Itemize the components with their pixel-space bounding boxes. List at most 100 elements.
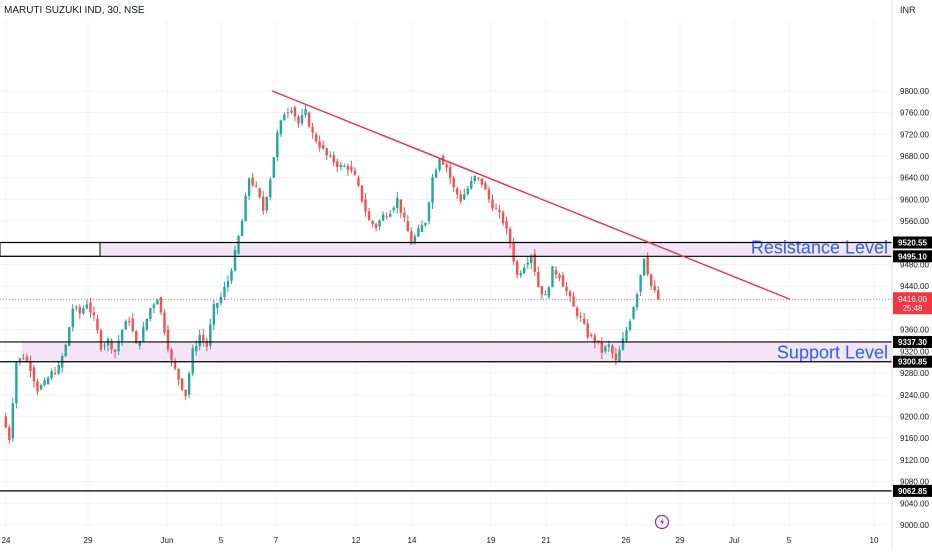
candle-body (219, 296, 223, 303)
candle-body (360, 185, 364, 202)
y-tick-label: 9080.00 (900, 478, 929, 487)
grid-lines (0, 20, 892, 530)
candle-body (290, 110, 293, 113)
candle-body (561, 275, 565, 287)
candle-body (625, 329, 628, 341)
y-tick-label: 9760.00 (900, 109, 929, 118)
candle-body (642, 258, 646, 276)
candle-body (551, 266, 554, 288)
candle-body (300, 115, 304, 124)
candle-body (209, 324, 212, 346)
currency-label: INR (900, 5, 916, 15)
candle-body (286, 112, 290, 114)
candle-body (417, 228, 420, 237)
candle-body (247, 178, 251, 196)
candle-body (494, 208, 498, 210)
x-tick-label: 29 (84, 536, 93, 545)
candle-body (57, 364, 60, 374)
candle-body (18, 358, 22, 363)
price-level-tag-text: 9337.30 (898, 338, 927, 347)
lightning-icon[interactable] (654, 514, 670, 530)
price-level-tag (893, 355, 932, 368)
candle-body (332, 155, 335, 163)
candle-body (43, 380, 46, 386)
candle-body (604, 346, 607, 352)
candle-body (82, 308, 85, 314)
candle-body (621, 338, 625, 350)
candle-body (523, 267, 526, 274)
price-level-tag-text: 9495.10 (898, 252, 927, 261)
candle-body (628, 321, 632, 330)
x-tick-label: Jun (161, 536, 174, 545)
candle-body (477, 177, 480, 179)
candle-body (508, 228, 512, 244)
candle-body (519, 273, 522, 276)
candle-body (456, 188, 459, 195)
candle-body (593, 335, 596, 343)
candle-body (226, 281, 230, 288)
x-tick-label: 26 (622, 536, 631, 545)
y-tick-label: 9200.00 (900, 412, 929, 421)
y-tick-label: 9120.00 (900, 456, 929, 465)
candle-body (180, 378, 184, 390)
candle-body (135, 331, 138, 344)
candle-body (99, 330, 103, 350)
y-tick-label: 9560.00 (900, 217, 929, 226)
candle-body (501, 212, 505, 224)
candle-body (487, 189, 491, 200)
price-level-tag-text: 9300.85 (898, 358, 927, 367)
y-tick-label: 9280.00 (900, 369, 929, 378)
candle-body (163, 312, 166, 333)
candle-body (353, 170, 357, 175)
candle-body (269, 179, 272, 198)
price-level-tag-text: 9062.85 (898, 487, 927, 496)
candle-body (448, 166, 452, 178)
candle-body (653, 286, 656, 291)
candle-body (413, 236, 417, 243)
candle-body (128, 321, 131, 323)
candle-body (537, 271, 540, 287)
y-tick-label: 9040.00 (900, 499, 929, 508)
candle-body (53, 373, 57, 375)
price-axis: 9000.00 9040.00 9080.00 9120.00 9160.00 9200.… (891, 0, 932, 550)
candle-body (149, 308, 152, 319)
candle-body (611, 345, 614, 354)
candle-body (272, 157, 276, 178)
candle-body (427, 202, 431, 222)
candle-body (177, 368, 180, 380)
candle-body (410, 231, 413, 245)
candle-body (646, 256, 649, 275)
candle-body (89, 302, 92, 313)
candle-body (367, 211, 371, 221)
x-tick-label: 7 (274, 536, 279, 545)
candle-body (32, 367, 36, 382)
y-tick-label: 9360.00 (900, 326, 929, 335)
candle-body (445, 164, 448, 168)
candle-body (304, 109, 307, 116)
candle-body (216, 302, 219, 308)
candle-body (138, 340, 141, 346)
candle-body (142, 327, 145, 341)
candle-body (159, 297, 163, 313)
candle-body (113, 349, 117, 352)
y-tick-label: 9480.00 (900, 261, 929, 270)
candle-body (466, 188, 469, 195)
candle-body (396, 198, 399, 208)
descending-trendline (271, 90, 791, 300)
candle-body (639, 275, 642, 292)
x-tick-label: 24 (2, 536, 11, 545)
candle-body (526, 262, 529, 265)
price-level-tag (893, 236, 932, 249)
candle-body (39, 385, 43, 390)
candle-body (237, 236, 240, 254)
candle-body (92, 312, 96, 316)
candle-body (512, 242, 515, 262)
y-tick-label: 9320.00 (900, 347, 929, 356)
candle-body (505, 221, 508, 229)
last-price-tag (893, 292, 932, 315)
candle-body (46, 378, 50, 384)
candle-body (124, 321, 127, 330)
candle-body (350, 166, 353, 171)
